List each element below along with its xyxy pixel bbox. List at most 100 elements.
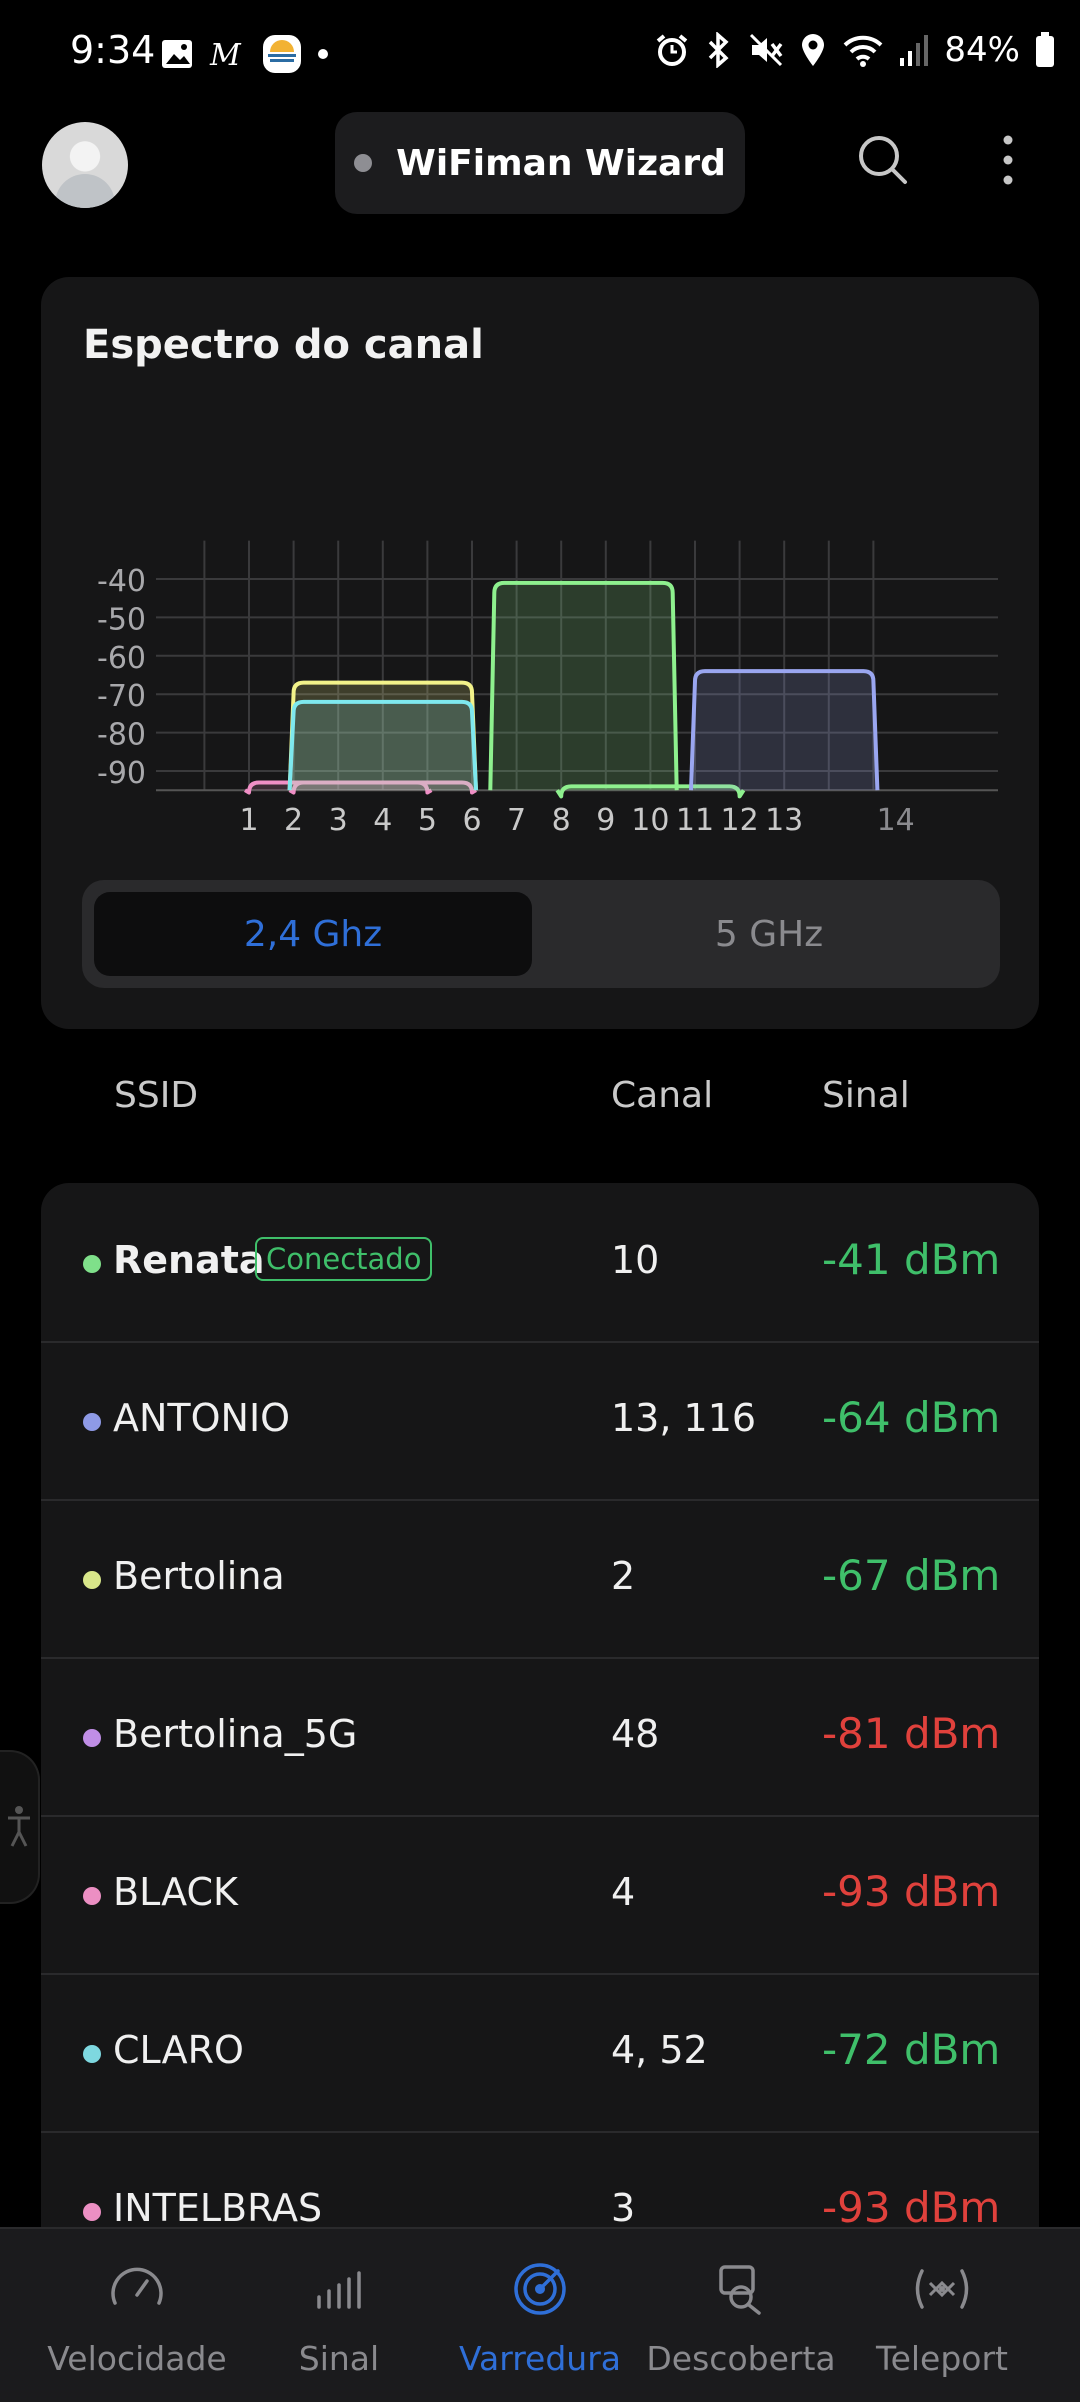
status-dot [354,154,373,172]
network-signal: -81 dBm [822,1709,1001,1758]
network-channel: 2 [611,1554,636,1598]
x-tick-label: 4 [373,803,392,837]
col-header-channel[interactable]: Canal [611,1075,714,1116]
network-channel: 13, 116 [611,1396,757,1440]
nav-label: Varredura [458,2339,622,2378]
nav-velocidade[interactable]: Velocidade [29,2229,245,2402]
dot-icon [318,49,328,59]
network-row-antonio[interactable]: ANTONIO 13, 116 -64 dBm [41,1341,1039,1501]
network-row-bertolina[interactable]: Bertolina 2 -67 dBm [41,1499,1039,1659]
network-color-dot [83,1255,101,1273]
nav-label: Sinal [298,2339,380,2378]
network-signal: -93 dBm [822,2183,1001,2232]
network-channel: 4, 52 [611,2028,708,2072]
wifiman-wizard-button[interactable]: WiFiman Wizard [335,112,745,214]
col-header-signal[interactable]: Sinal [822,1075,910,1116]
nav-label: Descoberta [646,2339,836,2378]
spectrum-curve-intelbras [243,780,433,795]
network-list: Renata Conectado 10 -41 dBm ANTONIO 13, … [41,1183,1039,2233]
network-ssid: BLACK [113,1870,238,1914]
m-app-icon: M [209,38,242,71]
x-tick-label: 12 [721,803,759,837]
radar-icon [514,2263,566,2315]
network-color-dot [83,1729,101,1747]
signal-bars-icon [317,2271,361,2309]
network-row-claro[interactable]: CLARO 4, 52 -72 dBm [41,1973,1039,2133]
network-row-renata[interactable]: Renata Conectado 10 -41 dBm [41,1183,1039,1343]
network-row-bertolina-5g[interactable]: Bertolina_5G 48 -81 dBm [41,1657,1039,1817]
device-search-icon [719,2265,761,2315]
spectrum-area-claro [289,701,476,791]
network-ssid: CLARO [113,2028,244,2072]
network-color-dot [83,1413,101,1431]
spectrum-card: Espectro do canal -40 -50 -60 -70 -80 -90 1 2 3 4… [41,277,1039,1029]
network-row-black[interactable]: BLACK 4 -93 dBm [41,1815,1039,1975]
connected-badge: Conectado [255,1237,433,1281]
y-tick-label: -70 [97,679,146,714]
network-ssid: Bertolina [113,1554,285,1598]
more-vert-icon[interactable] [978,130,1038,190]
spectrum-area-antonio [691,671,878,791]
y-tick-label: -40 [97,564,146,599]
y-tick-label: -50 [97,602,146,637]
x-tick-label: 11 [676,803,714,837]
x-tick-label: 6 [462,803,481,837]
accessibility-tab[interactable] [0,1750,40,1904]
app-icon [263,35,301,73]
network-ssid: ANTONIO [113,1396,291,1440]
y-tick-label: -90 [97,756,146,791]
nav-teleport[interactable]: Teleport [834,2229,1050,2402]
battery-percent: 84% [944,30,1020,70]
spectrum-curve-renata [488,580,679,791]
network-color-dot [83,2203,101,2221]
x-tick-label: 5 [418,803,437,837]
network-ssid: Bertolina_5G [113,1712,358,1756]
y-tick-label: -80 [97,718,146,753]
x-tick-label: 13 [765,803,803,837]
nav-label: Teleport [876,2339,1008,2378]
accessibility-icon [8,1806,30,1847]
x-tick-label: 10 [631,803,669,837]
bluetooth-icon [709,32,729,68]
network-signal: -41 dBm [822,1235,1001,1284]
nav-sinal[interactable]: Sinal [231,2229,447,2402]
x-tick-label: 9 [596,803,615,837]
bottom-nav: Velocidade Sinal Varredura Descoberta Te… [0,2227,1080,2402]
mute-icon [750,33,783,67]
status-right-icons: 84% [654,30,1056,70]
wizard-label: WiFiman Wizard [396,142,726,184]
network-signal: -67 dBm [822,1551,1001,1600]
x-tick-label: 3 [329,803,348,837]
channel-spectrum-chart: -40-50-60-70-80-901 2 3 4 5 6 7 8 9 10 11 12 13 14 [97,540,998,837]
search-icon[interactable] [853,130,913,190]
x-tick-label: 8 [552,803,571,837]
network-color-dot [83,2045,101,2063]
svg-text:M: M [209,38,242,71]
network-row-intelbras[interactable]: INTELBRAS 3 -93 dBm [41,2131,1039,2233]
x-tick-label: 7 [507,803,526,837]
location-icon [802,34,825,66]
gallery-icon [162,40,192,68]
network-channel: 4 [611,1870,636,1914]
x-tick-label: 14 [877,803,915,837]
band-selector: 2,4 Ghz 5 GHz [82,880,1000,988]
nav-descoberta[interactable]: Descoberta [633,2229,849,2402]
wifi-icon [844,35,883,67]
network-signal: -64 dBm [822,1393,1001,1442]
status-bar: 9:34 M 84% [0,0,1080,100]
teleport-icon [915,2269,969,2309]
y-tick-label: -60 [97,641,146,676]
band-5ghz-tab[interactable]: 5 GHz [714,913,824,955]
col-header-ssid[interactable]: SSID [114,1075,199,1116]
nav-varredura[interactable]: Varredura [432,2229,648,2402]
spectrum-curve-bertolina [287,680,478,791]
spectrum-area-bertolina [289,682,476,791]
avatar[interactable] [42,122,128,208]
band-24ghz-tab[interactable]: 2,4 Ghz [94,892,532,976]
network-channel: 10 [611,1238,660,1282]
network-channel: 48 [611,1712,660,1756]
spectrum-curve-antonio [689,669,880,791]
network-channel: 3 [611,2186,636,2230]
alarm-icon [657,34,688,66]
spectrum-curve-network [555,784,746,799]
